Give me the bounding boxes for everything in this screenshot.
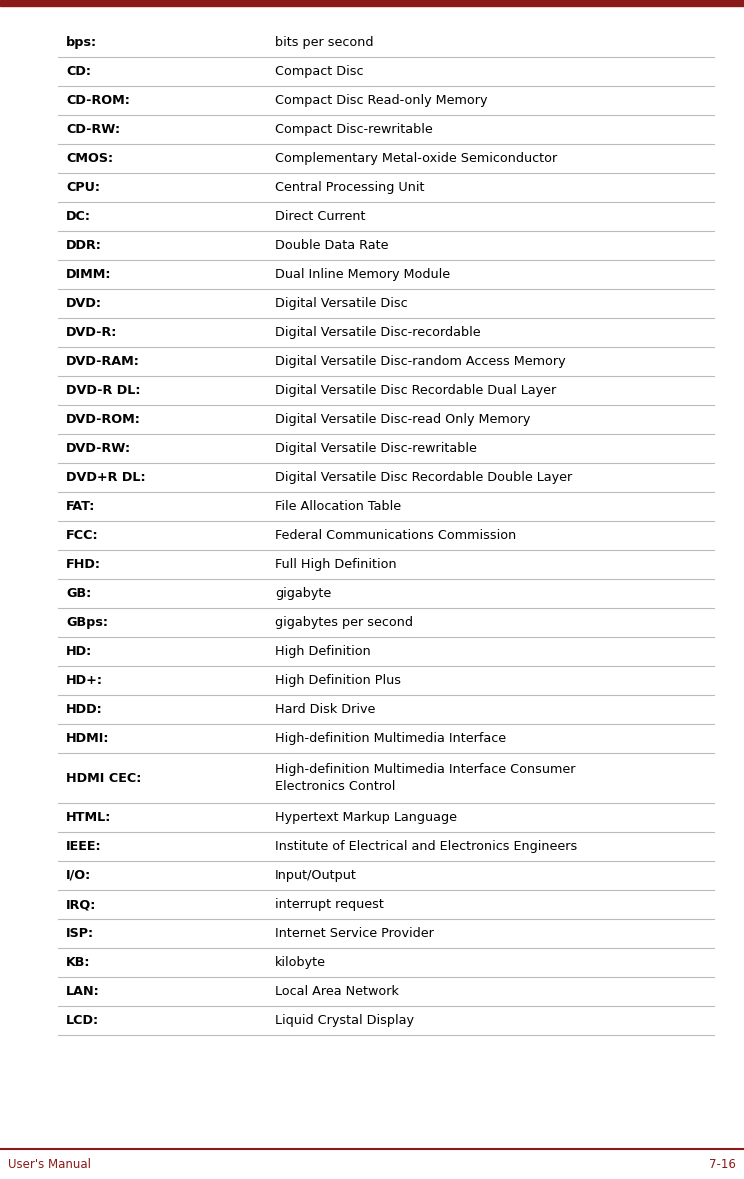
Text: LAN:: LAN:: [66, 984, 100, 997]
Text: DIMM:: DIMM:: [66, 268, 112, 281]
Text: Local Area Network: Local Area Network: [275, 984, 399, 997]
Text: Compact Disc Read-only Memory: Compact Disc Read-only Memory: [275, 94, 487, 107]
Text: Compact Disc: Compact Disc: [275, 65, 364, 78]
Text: Central Processing Unit: Central Processing Unit: [275, 182, 425, 195]
Text: HD:: HD:: [66, 645, 92, 658]
Text: Digital Versatile Disc Recordable Double Layer: Digital Versatile Disc Recordable Double…: [275, 470, 572, 485]
Text: CPU:: CPU:: [66, 182, 100, 195]
Text: DVD-RAM:: DVD-RAM:: [66, 355, 140, 368]
Text: Dual Inline Memory Module: Dual Inline Memory Module: [275, 268, 450, 281]
Text: Liquid Crystal Display: Liquid Crystal Display: [275, 1014, 414, 1027]
Text: LCD:: LCD:: [66, 1014, 99, 1027]
Text: IRQ:: IRQ:: [66, 898, 97, 911]
Text: Compact Disc-rewritable: Compact Disc-rewritable: [275, 123, 433, 136]
Text: Full High Definition: Full High Definition: [275, 558, 397, 571]
Text: FCC:: FCC:: [66, 529, 99, 542]
Text: DVD-R:: DVD-R:: [66, 327, 118, 340]
Text: Complementary Metal-oxide Semiconductor: Complementary Metal-oxide Semiconductor: [275, 152, 557, 165]
Text: bits per second: bits per second: [275, 37, 373, 50]
Bar: [0, 0, 744, 6]
Text: CD-ROM:: CD-ROM:: [66, 94, 130, 107]
Text: GB:: GB:: [66, 587, 92, 600]
Text: User's Manual: User's Manual: [8, 1158, 91, 1171]
Text: DVD:: DVD:: [66, 297, 102, 310]
Text: High-definition Multimedia Interface Consumer
Electronics Control: High-definition Multimedia Interface Con…: [275, 764, 576, 792]
Text: I/O:: I/O:: [66, 869, 92, 882]
Text: DVD-RW:: DVD-RW:: [66, 442, 131, 455]
Text: DDR:: DDR:: [66, 239, 102, 252]
Text: Double Data Rate: Double Data Rate: [275, 239, 388, 252]
Text: Digital Versatile Disc Recordable Dual Layer: Digital Versatile Disc Recordable Dual L…: [275, 384, 557, 397]
Text: kilobyte: kilobyte: [275, 956, 326, 969]
Text: HTML:: HTML:: [66, 811, 112, 824]
Text: High-definition Multimedia Interface: High-definition Multimedia Interface: [275, 732, 506, 745]
Text: HDD:: HDD:: [66, 703, 103, 716]
Text: bps:: bps:: [66, 37, 97, 50]
Text: Hypertext Markup Language: Hypertext Markup Language: [275, 811, 457, 824]
Text: HDMI:: HDMI:: [66, 732, 109, 745]
Text: IEEE:: IEEE:: [66, 839, 102, 852]
Text: DC:: DC:: [66, 210, 91, 223]
Text: Institute of Electrical and Electronics Engineers: Institute of Electrical and Electronics …: [275, 839, 577, 852]
Text: Input/Output: Input/Output: [275, 869, 357, 882]
Text: ISP:: ISP:: [66, 927, 94, 940]
Text: Internet Service Provider: Internet Service Provider: [275, 927, 434, 940]
Text: CD-RW:: CD-RW:: [66, 123, 120, 136]
Text: Digital Versatile Disc: Digital Versatile Disc: [275, 297, 408, 310]
Text: CD:: CD:: [66, 65, 91, 78]
Text: GBps:: GBps:: [66, 615, 108, 630]
Text: interrupt request: interrupt request: [275, 898, 384, 911]
Text: Digital Versatile Disc-random Access Memory: Digital Versatile Disc-random Access Mem…: [275, 355, 565, 368]
Text: FAT:: FAT:: [66, 500, 95, 513]
Text: FHD:: FHD:: [66, 558, 101, 571]
Text: Federal Communications Commission: Federal Communications Commission: [275, 529, 516, 542]
Text: Digital Versatile Disc-recordable: Digital Versatile Disc-recordable: [275, 327, 481, 340]
Text: Hard Disk Drive: Hard Disk Drive: [275, 703, 376, 716]
Text: HDMI CEC:: HDMI CEC:: [66, 771, 141, 784]
Text: gigabytes per second: gigabytes per second: [275, 615, 413, 630]
Text: CMOS:: CMOS:: [66, 152, 113, 165]
Text: gigabyte: gigabyte: [275, 587, 331, 600]
Text: High Definition Plus: High Definition Plus: [275, 674, 401, 687]
Text: Direct Current: Direct Current: [275, 210, 365, 223]
Text: DVD-ROM:: DVD-ROM:: [66, 413, 141, 426]
Text: KB:: KB:: [66, 956, 91, 969]
Text: High Definition: High Definition: [275, 645, 371, 658]
Text: Digital Versatile Disc-read Only Memory: Digital Versatile Disc-read Only Memory: [275, 413, 530, 426]
Text: DVD+R DL:: DVD+R DL:: [66, 470, 146, 485]
Text: File Allocation Table: File Allocation Table: [275, 500, 401, 513]
Text: 7-16: 7-16: [709, 1158, 736, 1171]
Text: DVD-R DL:: DVD-R DL:: [66, 384, 141, 397]
Text: Digital Versatile Disc-rewritable: Digital Versatile Disc-rewritable: [275, 442, 477, 455]
Text: HD+:: HD+:: [66, 674, 103, 687]
